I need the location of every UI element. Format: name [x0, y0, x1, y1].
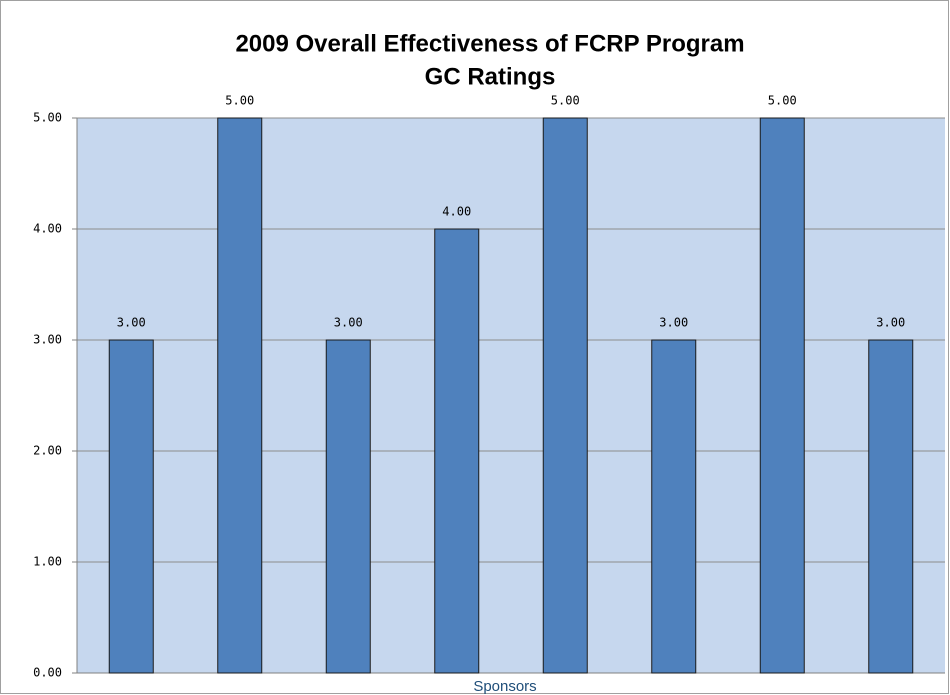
data-label: 4.00 [442, 205, 471, 219]
data-label: 5.00 [225, 94, 254, 108]
y-tick-label: 0.00 [33, 666, 62, 680]
data-label: 3.00 [117, 316, 146, 330]
bar [108, 339, 154, 674]
y-tick-label: 4.00 [33, 222, 62, 236]
bar [868, 339, 914, 674]
y-tick-label: 3.00 [33, 333, 62, 347]
y-tick-label: 1.00 [33, 555, 62, 569]
bar [651, 339, 697, 674]
data-label: 5.00 [768, 94, 797, 108]
bar [217, 117, 263, 674]
data-label: 3.00 [876, 316, 905, 330]
x-axis-label: Sponsors [473, 678, 536, 695]
bar [542, 117, 588, 674]
data-label: 3.00 [659, 316, 688, 330]
bar [325, 339, 371, 674]
chart-subtitle: GC Ratings [425, 63, 556, 90]
bar [759, 117, 805, 674]
plot-area [77, 118, 945, 673]
bar [434, 228, 480, 674]
y-tick-label: 5.00 [33, 111, 62, 125]
y-tick-label: 2.00 [33, 444, 62, 458]
chart-title: 2009 Overall Effectiveness of FCRP Progr… [235, 30, 744, 57]
data-label: 3.00 [334, 316, 363, 330]
data-label: 5.00 [551, 94, 580, 108]
